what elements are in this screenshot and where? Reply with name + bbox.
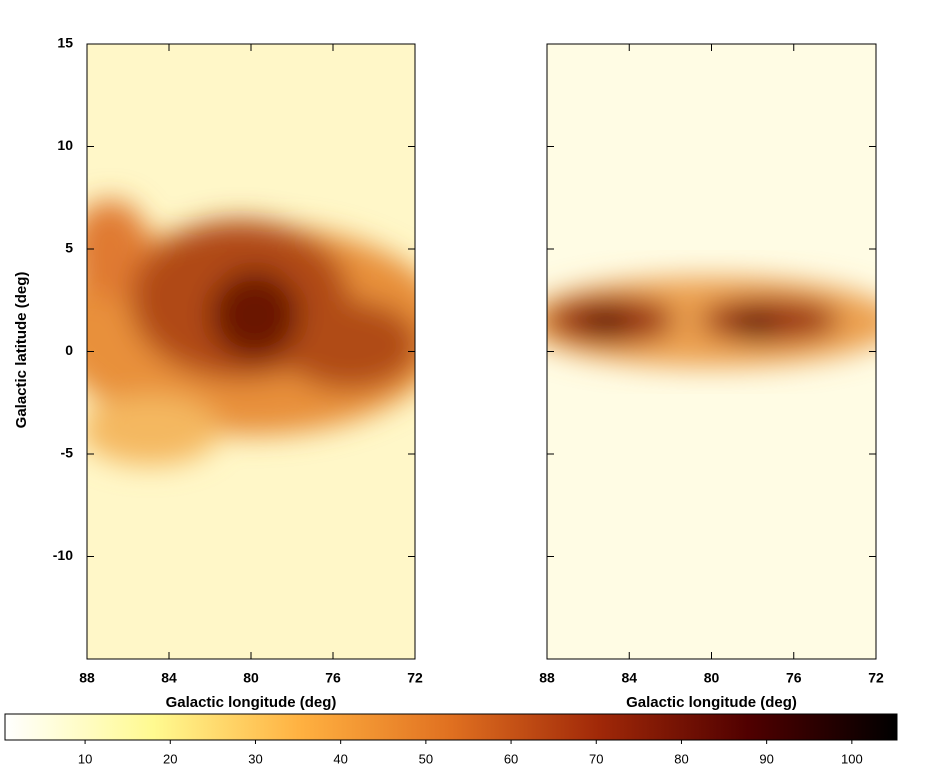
- x-tick-label: 80: [704, 670, 720, 686]
- colorbar-tick-label: 30: [248, 751, 262, 766]
- x-tick-label: 76: [786, 670, 802, 686]
- y-tick-label: -5: [61, 445, 74, 461]
- colorbar-tick-label: 40: [333, 751, 347, 766]
- y-tick-label: 0: [65, 342, 73, 358]
- y-tick-label: 15: [57, 35, 73, 51]
- x-tick-label: 72: [407, 670, 423, 686]
- x-tick-label: 80: [243, 670, 259, 686]
- colorbar-tick-label: 70: [589, 751, 603, 766]
- x-tick-label: 88: [79, 670, 95, 686]
- map-left: [87, 44, 415, 659]
- colorbar-tick-label: 80: [674, 751, 688, 766]
- map-right: [547, 44, 876, 659]
- colorbar-tick-label: 20: [163, 751, 177, 766]
- colorbar: [4, 713, 898, 741]
- y-tick-label: 5: [65, 240, 73, 256]
- x-tick-label: 84: [621, 670, 637, 686]
- x-axis-label: Galactic longitude (deg): [166, 694, 337, 711]
- x-tick-label: 76: [325, 670, 341, 686]
- colorbar-tick-label: 90: [759, 751, 773, 766]
- y-tick-label: 10: [57, 137, 73, 153]
- colorbar-tick-label: 60: [504, 751, 518, 766]
- x-axis-label: Galactic longitude (deg): [626, 694, 797, 711]
- x-tick-label: 84: [161, 670, 177, 686]
- y-tick-label: -10: [53, 547, 73, 563]
- colorbar-tick-label: 10: [78, 751, 92, 766]
- colorbar-tick-label: 50: [419, 751, 433, 766]
- x-tick-label: 72: [868, 670, 884, 686]
- colorbar-tick-label: 100: [841, 751, 863, 766]
- y-axis-label: Galactic latitude (deg): [13, 272, 30, 429]
- x-tick-label: 88: [539, 670, 555, 686]
